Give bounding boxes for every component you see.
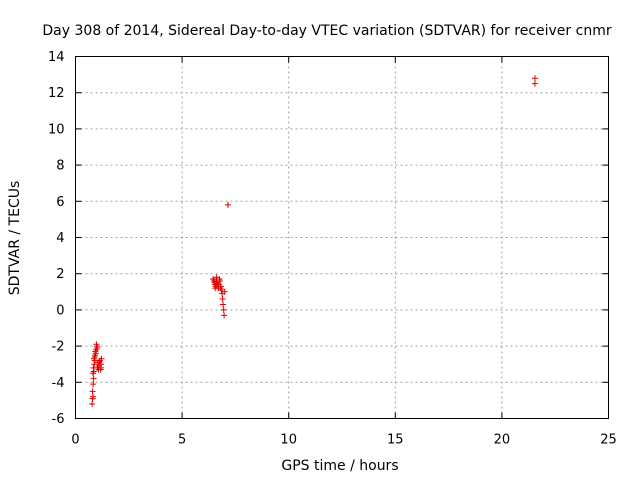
data-point	[98, 355, 105, 362]
data-point	[89, 393, 96, 400]
data-point	[97, 361, 104, 368]
data-point	[213, 281, 220, 288]
data-point	[89, 401, 96, 408]
data-point	[531, 80, 538, 87]
x-tick-label: 5	[178, 433, 186, 448]
data-point	[90, 381, 97, 388]
x-tick-label: 20	[494, 433, 511, 448]
x-tick-label: 10	[280, 433, 297, 448]
y-tick-label: 10	[48, 122, 65, 137]
data-points	[89, 75, 538, 408]
y-tick-label: 14	[48, 50, 65, 65]
data-point	[219, 296, 226, 303]
chart-title: Day 308 of 2014, Sidereal Day-to-day VTE…	[42, 23, 611, 39]
data-point	[90, 375, 97, 382]
y-tick-label: 2	[56, 267, 64, 282]
y-tick-label: 6	[56, 195, 64, 210]
data-point	[94, 344, 101, 351]
data-point	[213, 277, 220, 284]
data-point	[217, 283, 224, 290]
data-point	[224, 201, 231, 208]
y-tick-label: -2	[52, 340, 65, 355]
data-point	[220, 306, 227, 313]
data-point	[212, 285, 219, 292]
y-tick-label: 12	[48, 86, 65, 101]
grid-lines	[75, 56, 609, 419]
y-tick-label: -6	[52, 412, 65, 427]
data-point	[221, 288, 228, 295]
data-point	[220, 301, 227, 308]
y-tick-label: 8	[56, 159, 64, 174]
data-point	[531, 75, 538, 82]
data-point	[218, 286, 225, 293]
x-tick-label: 25	[600, 433, 617, 448]
x-tick-label: 15	[387, 433, 404, 448]
x-tick-label: 0	[71, 433, 79, 448]
plot-frame	[75, 56, 609, 419]
y-tick-label: 0	[56, 303, 64, 318]
tick-labels: -6 -4 -2 0 2 4 6 8 10 12 14 0 5 10 15 20 25	[48, 50, 617, 448]
data-point	[89, 388, 96, 395]
data-point	[221, 312, 228, 319]
x-axis-title: GPS time / hours	[281, 458, 398, 474]
y-tick-label: -4	[52, 376, 65, 391]
axis-ticks	[75, 56, 609, 419]
data-point	[93, 341, 100, 348]
y-tick-label: 4	[56, 231, 64, 246]
y-axis-title: SDTVAR / TECUs	[7, 181, 23, 296]
